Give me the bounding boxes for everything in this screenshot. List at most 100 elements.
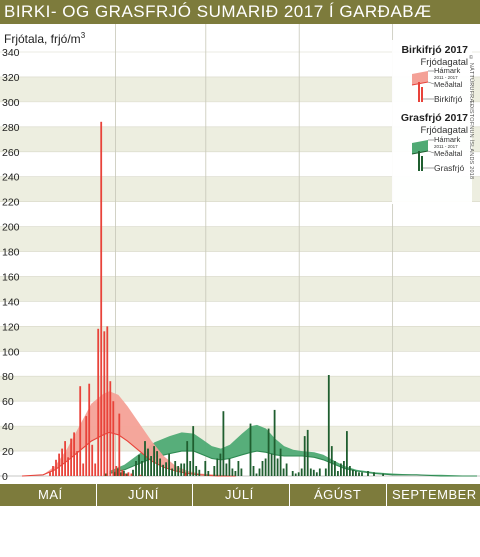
birkifrjo-bar [118,413,121,476]
plot-band [0,326,480,352]
grasfrjo-bar [198,469,201,476]
legend-birki-mean: Meðaltal [434,80,463,89]
grasfrjo-bar [126,473,128,476]
legend-birki-band-swatch [412,71,428,85]
birkifrjo-bar [127,472,130,476]
grasfrjo-bar [276,458,279,476]
grasfrjo-bar [361,472,363,476]
grasfrjo-bar [303,436,306,476]
legend-birki-leader-mean [427,81,435,85]
gras-mean-line [109,450,477,477]
grasfrjo-bar [324,468,327,476]
birkifrjo-bar [121,469,124,476]
y-tick-label: 180 [2,247,20,259]
birkifrjo-bar [184,473,187,476]
grasfrjo-bar [171,468,173,476]
grasfrjo-bar [315,472,318,476]
grasfrjo-bar [147,448,149,476]
grasfrjo-bar [231,468,234,476]
month-axis: MAÍ JÚNÍ JÚLÍ ÁGÚST SEPTEMBER [0,484,480,506]
grasfrjo-bar [258,468,261,476]
birkifrjo-bar [139,474,142,476]
y-tick-label: 40 [2,421,14,433]
grasfrjo-bar [195,466,198,476]
chart-area: 0 20 40 60 80 100 120 140 160 180 200 220 240 260 280 3… [0,24,480,484]
grasfrjo-bar [285,463,288,476]
y-tick-label: 320 [2,72,20,84]
grasfrjo-bar [117,468,119,476]
grasfrjo-bar [279,448,282,476]
grasfrjo-bar [159,458,161,476]
grasfrjo-bar [123,471,125,476]
grasfrjo-bar [174,461,177,476]
grasfrjo-bar [352,469,354,476]
legend-birki-series: Birkifrjó [434,94,463,104]
grasfrjo-bar [334,461,336,476]
y-tick-label: 80 [2,371,14,383]
legend-birki-title: Birkifrjó 2017 [401,44,468,56]
grasfrjo-bar [264,458,267,476]
birkifrjo-bar [130,473,133,476]
birkifrjo-bar [67,457,69,476]
grasfrjo-bar [330,446,333,476]
y-tick-label: 300 [2,97,20,109]
legend-gras-bar [418,151,420,171]
legend-birki-bar [418,82,420,102]
grasfrjo-bar [135,461,137,476]
y-tick-label: 260 [2,147,20,159]
grasfrjo-bar [294,473,297,476]
plot-band [0,276,480,302]
birkifrjo-bar [61,448,63,476]
birkifrjo-bar [49,472,51,476]
grasfrjo-bar [255,473,258,476]
plot-band [0,251,480,277]
legend-gras-years: 2011 - 2017 [434,144,458,149]
chart-frame: BIRKI- OG GRASFRJÓ SUMARIÐ 2017 Í GARÐAB… [0,0,480,506]
birki-band [22,391,236,476]
grasfrjo-bar [105,473,107,476]
y-axis-label: Frjótala, frjó/m3 [4,31,86,46]
grasfrjo-bar [240,468,243,476]
legend-gras-series: Grasfrjó [434,163,465,173]
birkifrjo-bar [85,416,88,476]
grasfrjo-bar [213,466,216,476]
chart-title: BIRKI- OG GRASFRJÓ SUMARIÐ 2017 Í GARÐAB… [4,2,432,21]
birkifrjo-bar [94,463,97,476]
birkifrjo-bar [97,328,100,476]
gras-band [109,424,478,476]
plot-band [0,351,480,377]
birkifrjo-bar [58,453,60,476]
grasfrjo-bar [249,423,252,476]
y-tick-label: 0 [2,471,8,483]
legend-birki-max: Hámark [434,66,461,75]
grasfrjo-bar [207,471,210,476]
y-tick-label: 160 [2,271,20,283]
grasfrjo-bar [189,461,192,476]
plot-band [0,401,480,427]
grasfrjo-bar [180,463,183,476]
plot-band [0,301,480,327]
birkifrjo-bar [64,441,66,476]
grasfrjo-bar [358,472,360,476]
grasfrjo-bar [114,472,116,476]
y-tick-label: 100 [2,346,20,358]
grasfrjo-bar [192,426,195,476]
legend-box [392,40,472,204]
grasfrjo-bar [237,461,240,476]
month-separator [289,484,290,506]
y-tick-label: 120 [2,321,20,333]
grasfrjo-bar [261,461,264,476]
grasfrjo-bar [153,446,155,476]
title-bar: BIRKI- OG GRASFRJÓ SUMARIÐ 2017 Í GARÐAB… [0,0,480,24]
y-tick-label: 20 [2,446,14,458]
month-label-juni: JÚNÍ [128,487,159,502]
birkifrjo-bar [79,386,82,476]
y-tick-label: 280 [2,122,20,134]
grasfrjo-bar [225,463,228,476]
birkifrjo-bar [52,466,54,476]
y-tick-label: 60 [2,396,14,408]
y-tick-labels: 0 20 40 60 80 100 120 140 160 180 200 220 240 260 280 3… [2,47,20,483]
birkifrjo-bar [73,432,75,476]
y-tick-label: 340 [2,47,20,59]
legend-gras-subtitle: Frjódagatal [420,125,468,136]
